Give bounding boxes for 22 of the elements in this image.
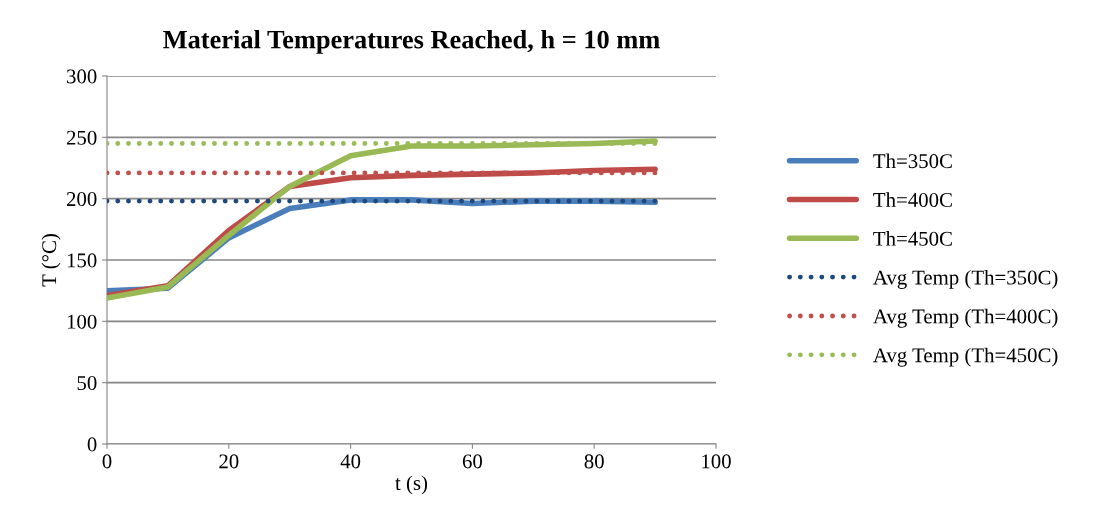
y-tick-label: 300 [67, 69, 97, 84]
x-tick-label: 80 [584, 454, 604, 469]
x-tick-label: 40 [340, 454, 361, 469]
y-tick-label: 50 [77, 376, 97, 391]
x-tick-label: 100 [702, 454, 731, 469]
legend-label: Th=350C [873, 153, 952, 169]
y-tick-label: 150 [67, 253, 97, 268]
x-axis-title: t (s) [395, 475, 428, 495]
legend-label: Avg Temp (Th=400C) [873, 308, 1058, 328]
y-tick-label: 100 [67, 314, 97, 329]
y-tick-label: 200 [66, 192, 97, 207]
x-tick-label: 20 [219, 454, 239, 469]
x-tick-label: 0 [102, 454, 112, 469]
y-axis-title: T (°C) [41, 234, 61, 287]
legend-label: Avg Temp (Th=450C) [873, 347, 1058, 367]
chart-title: Material Temperatures Reached, h = 10 mm [163, 29, 660, 54]
legend-label: Th=450C [873, 231, 952, 246]
legend-label: Th=400C [873, 192, 952, 207]
x-tick-label: 60 [462, 454, 483, 469]
y-tick-label: 250 [66, 130, 97, 145]
y-tick-label: 0 [87, 437, 97, 452]
legend-label: Avg Temp (Th=350C) [873, 269, 1058, 289]
